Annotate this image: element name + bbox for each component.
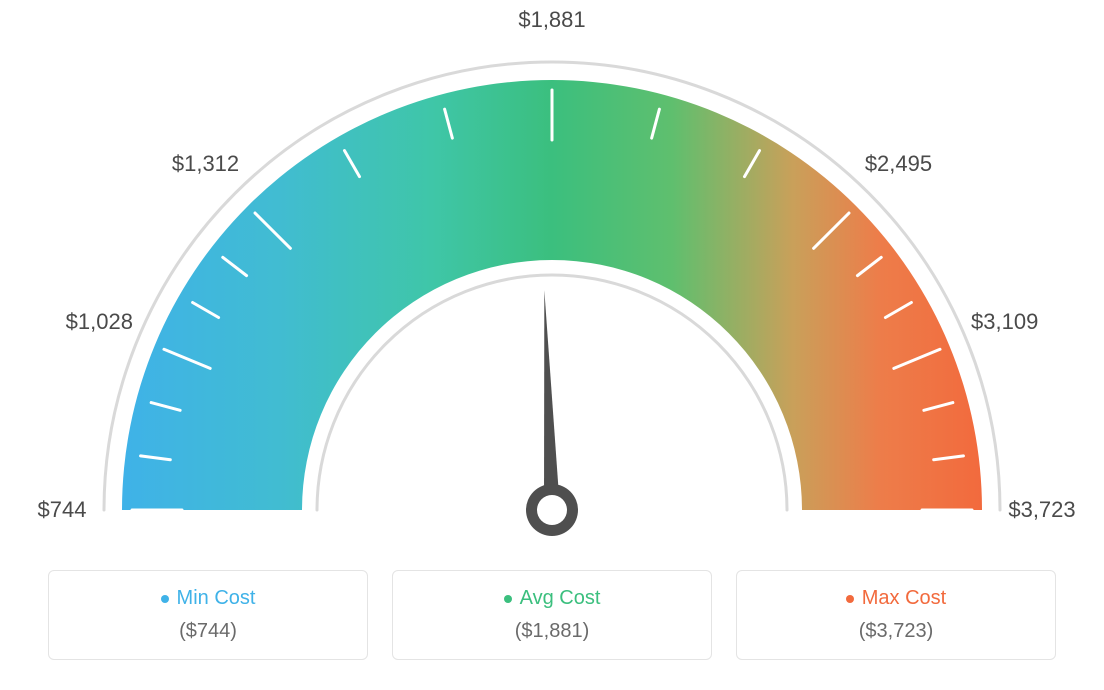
legend-title-row: Max Cost: [749, 587, 1043, 610]
gauge-tick-label: $744: [38, 497, 87, 523]
legend-title-row: Avg Cost: [405, 587, 699, 610]
gauge-tick-label: $2,495: [865, 151, 932, 177]
legend-value-avg: ($1,881): [405, 620, 699, 643]
gauge-tick-label: $1,028: [66, 309, 133, 335]
legend-card-min: Min Cost ($744): [48, 570, 368, 660]
legend-card-max: Max Cost ($3,723): [736, 570, 1056, 660]
legend-value-max: ($3,723): [749, 620, 1043, 643]
legend-title-avg: Avg Cost: [520, 587, 601, 610]
legend-row: Min Cost ($744) Avg Cost ($1,881) Max Co…: [0, 570, 1104, 660]
legend-value-min: ($744): [61, 620, 355, 643]
gauge-tick-label: $3,723: [1008, 497, 1075, 523]
gauge-area: $744 $1,028 $1,312 $1,881 $2,495 $3,109 $3,723: [0, 0, 1104, 560]
gauge-tick-label: $1,881: [518, 7, 585, 33]
gauge-tick-label: $3,109: [971, 309, 1038, 335]
legend-dot-max: [846, 595, 854, 603]
legend-title-max: Max Cost: [862, 587, 946, 610]
gauge-svg: [0, 0, 1104, 560]
legend-dot-min: [161, 595, 169, 603]
legend-card-avg: Avg Cost ($1,881): [392, 570, 712, 660]
legend-title-min: Min Cost: [177, 587, 256, 610]
cost-gauge-chart: $744 $1,028 $1,312 $1,881 $2,495 $3,109 $3,723…: [0, 0, 1104, 690]
gauge-tick-label: $1,312: [172, 151, 239, 177]
legend-dot-avg: [504, 595, 512, 603]
legend-title-row: Min Cost: [61, 587, 355, 610]
